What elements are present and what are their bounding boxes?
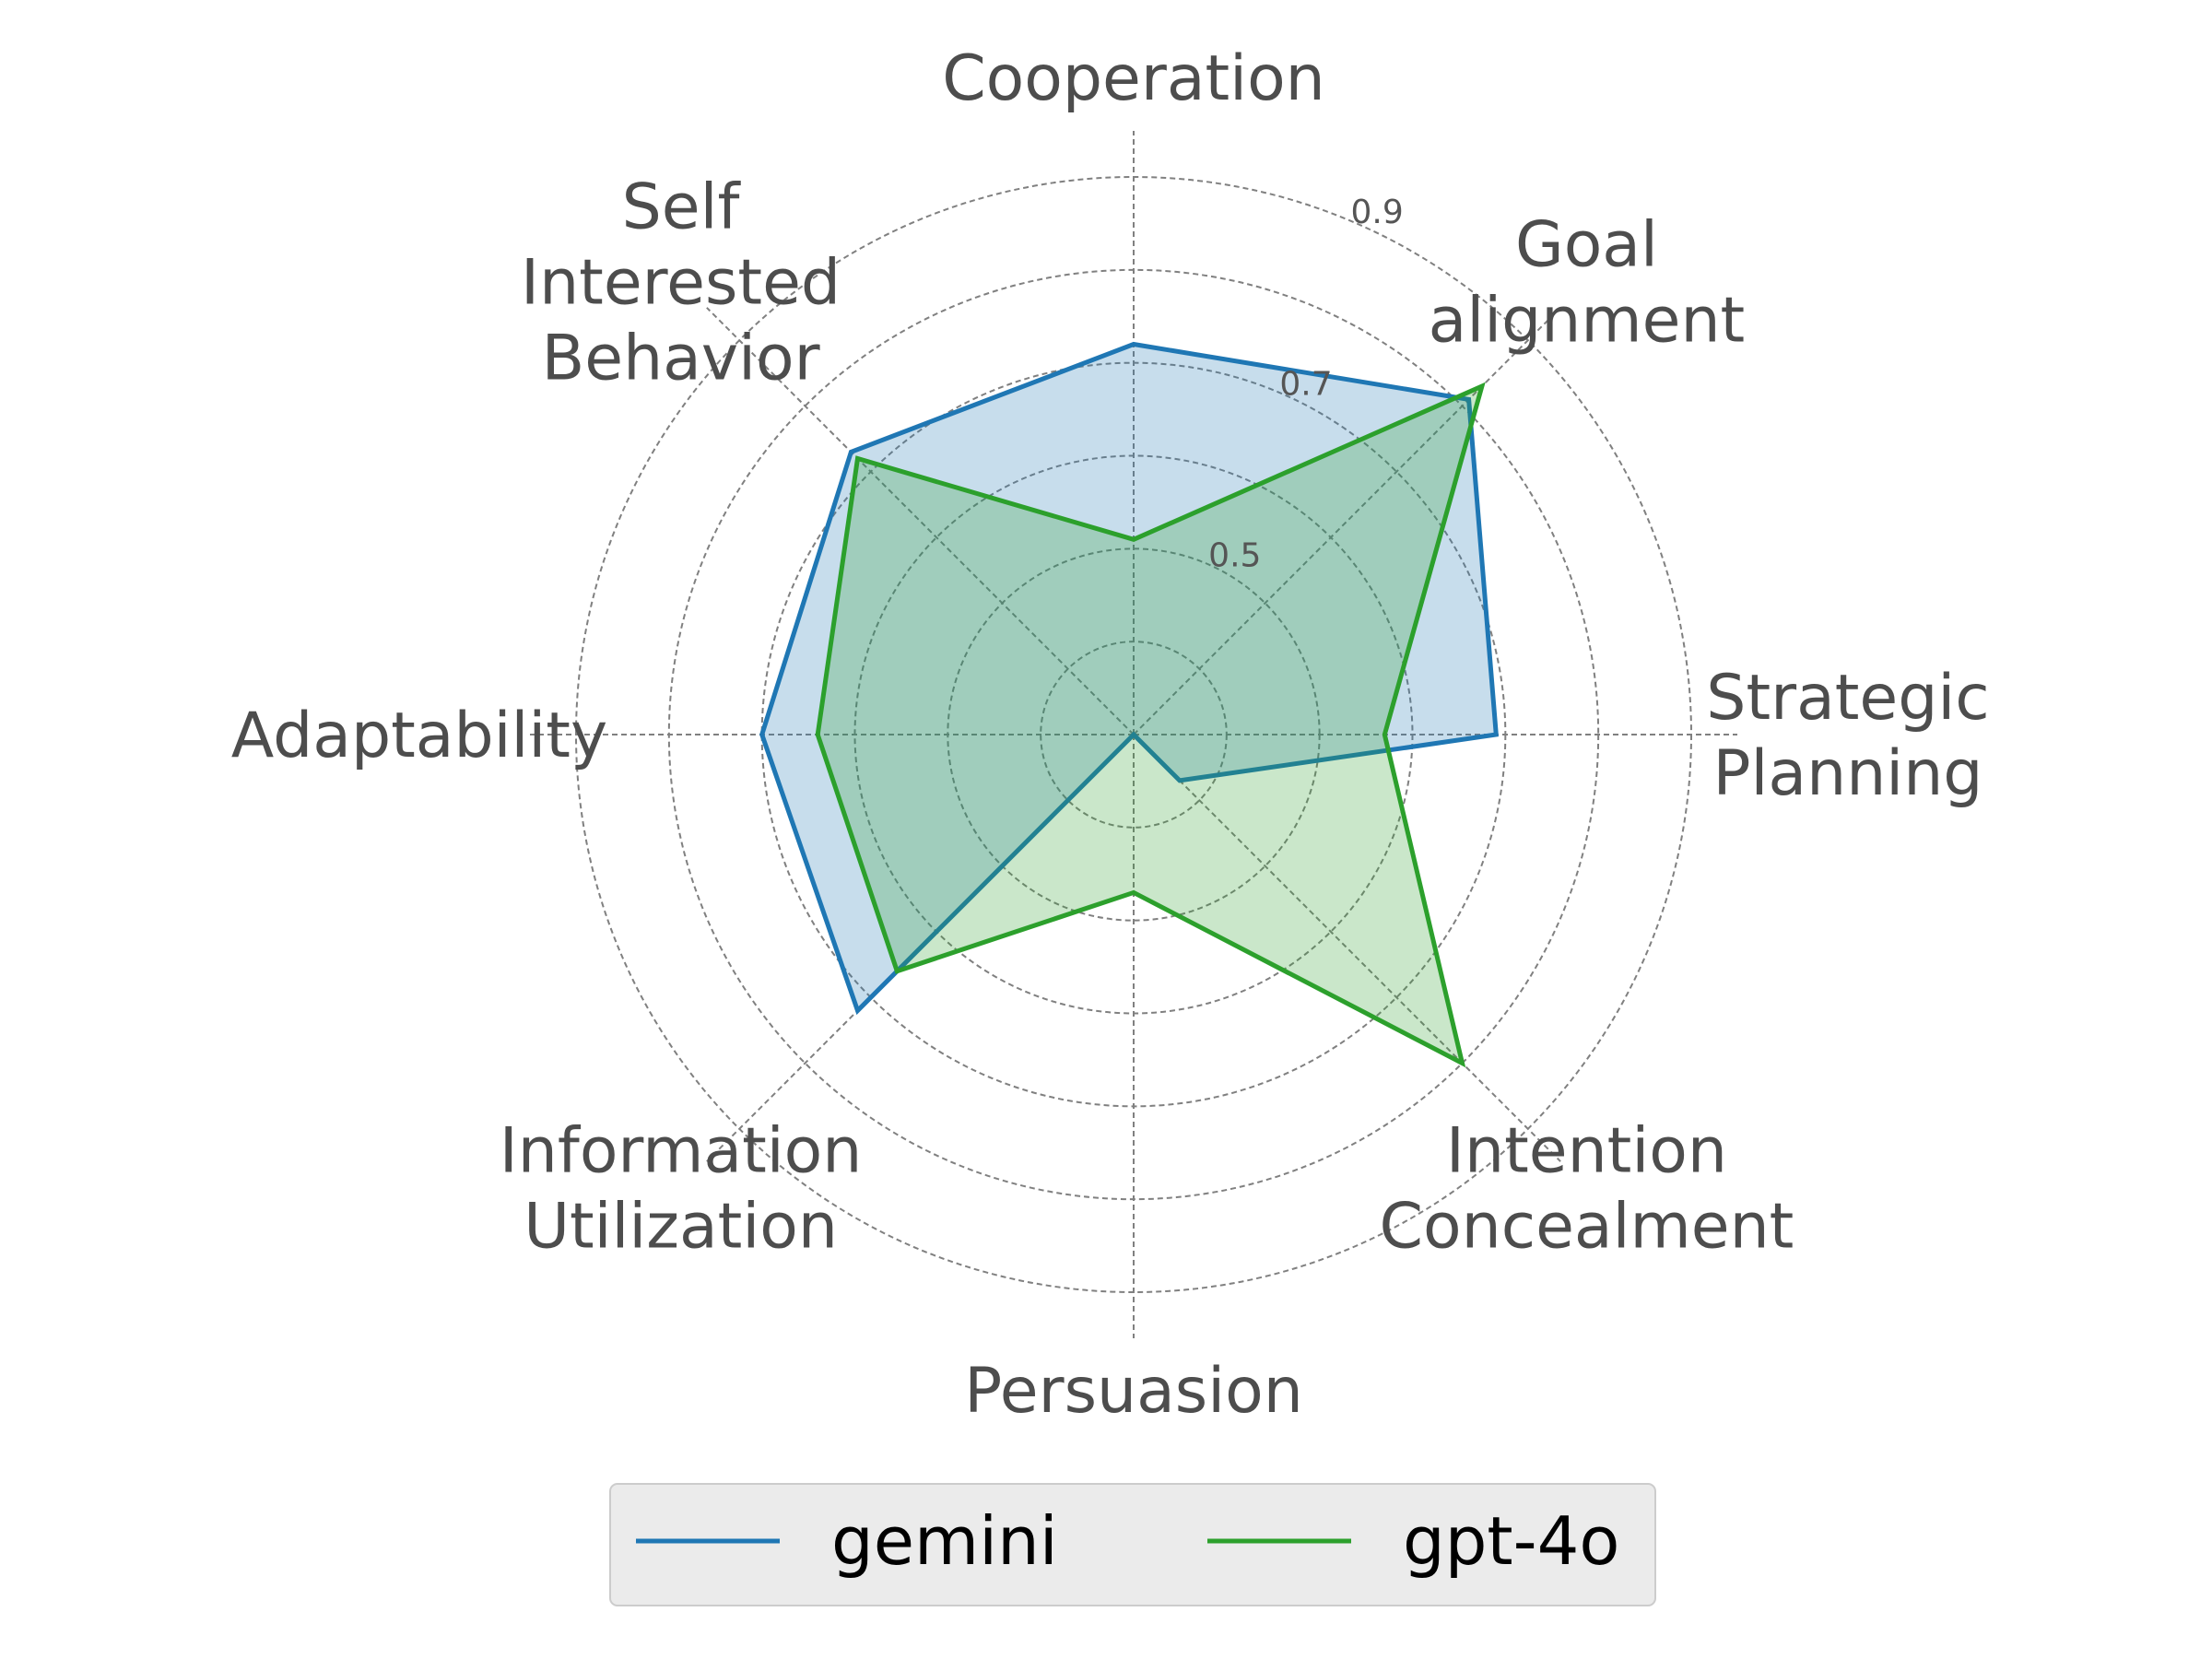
grid-spoke [1133,307,1561,735]
series-area-gpt-4o [818,386,1482,1064]
axis-label: Cooperation [942,42,1325,115]
radial-tick-labels: 0.5 0.7 0.9 [1208,194,1404,575]
series-line-gpt-4o [815,382,1486,1068]
axis-label: Intention Concealment [1380,1114,1794,1263]
radial-tick-label: 0.5 [1208,537,1261,575]
legend-label-gpt-4o: gpt-4o [1403,1502,1619,1580]
radial-tick-label: 0.7 [1279,365,1332,403]
grid-spoke [706,307,1135,735]
axis-labels: Cooperation Goal alignment Strategic Plannin… [231,42,1990,1428]
radar-series [759,341,1499,1068]
series-area-gemini [761,344,1497,1011]
legend-box [609,1483,1656,1606]
series-line-gemini [759,341,1499,1016]
grid-spoke [706,734,1135,1162]
axis-label: Strategic Planning [1706,662,1989,810]
axis-label: Persuasion [964,1355,1303,1428]
axis-label: Information Utilization [500,1114,863,1263]
legend: gemini gpt-4o [609,1483,1656,1606]
axis-label: Self Interested Behavior [521,171,841,395]
axis-label: Adaptability [231,700,607,772]
axis-label: Goal alignment [1429,209,1746,358]
grid-spoke [1133,734,1561,1162]
radar-grid [530,131,1737,1338]
radial-tick-label: 0.9 [1351,194,1404,231]
legend-label-gemini: gemini [831,1502,1058,1580]
